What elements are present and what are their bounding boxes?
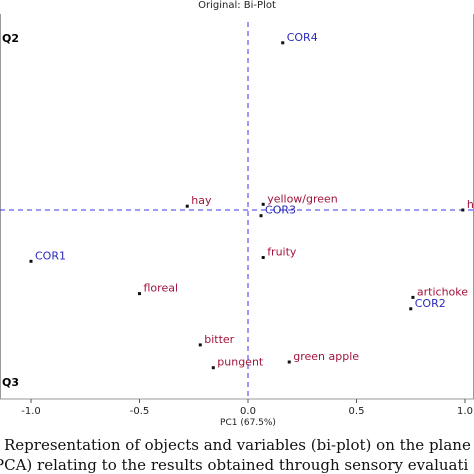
variable-point bbox=[261, 202, 265, 206]
variable-label: hay bbox=[191, 194, 212, 207]
object-point bbox=[259, 214, 263, 218]
quadrant-label-q2: Q2 bbox=[2, 32, 20, 45]
object-label: COR4 bbox=[287, 31, 318, 44]
variable-point bbox=[411, 295, 415, 299]
plot-points: COR4 COR3 COR1 COR2 hay yellow/green h fruity fl… bbox=[29, 31, 474, 370]
variable-label: yellow/green bbox=[267, 192, 338, 205]
x-tick-label: 0.0 bbox=[240, 406, 256, 417]
variable-label: artichoke bbox=[417, 285, 468, 298]
quadrant-label-q3: Q3 bbox=[2, 376, 20, 389]
caption-line-1: Representation of objects and variables … bbox=[4, 436, 474, 454]
variable-label: green apple bbox=[293, 350, 359, 363]
x-tick-label: 0.5 bbox=[349, 406, 365, 417]
x-tick-label: -1.0 bbox=[21, 406, 41, 417]
variable-point bbox=[261, 256, 265, 259]
object-point bbox=[29, 259, 33, 263]
variable-label: floreal bbox=[144, 282, 179, 295]
variable-label: fruity bbox=[267, 246, 297, 259]
variable-point bbox=[138, 292, 141, 296]
variable-point bbox=[185, 204, 189, 208]
variable-point bbox=[461, 208, 465, 212]
x-axis-ticks: -1.0 -0.5 0.0 0.5 1.0 bbox=[21, 399, 473, 417]
variable-point bbox=[198, 343, 202, 347]
chart-title: Original: Bi-Plot bbox=[198, 0, 276, 11]
object-label: COR2 bbox=[415, 297, 446, 310]
x-tick-label: -0.5 bbox=[130, 406, 150, 417]
variable-label: h bbox=[467, 198, 474, 211]
object-point bbox=[281, 41, 285, 45]
variable-point bbox=[287, 360, 291, 364]
variable-label: pungent bbox=[217, 356, 264, 369]
caption-line-2: PCA) relating to the results obtained th… bbox=[0, 456, 468, 474]
variable-point bbox=[211, 366, 215, 370]
object-label: COR1 bbox=[35, 249, 66, 262]
x-axis-label: PC1 (67.5%) bbox=[220, 418, 276, 428]
x-tick-label: 1.0 bbox=[457, 406, 473, 417]
variable-label: bitter bbox=[204, 333, 234, 346]
object-point bbox=[409, 307, 413, 311]
object-label: COR3 bbox=[265, 204, 296, 217]
